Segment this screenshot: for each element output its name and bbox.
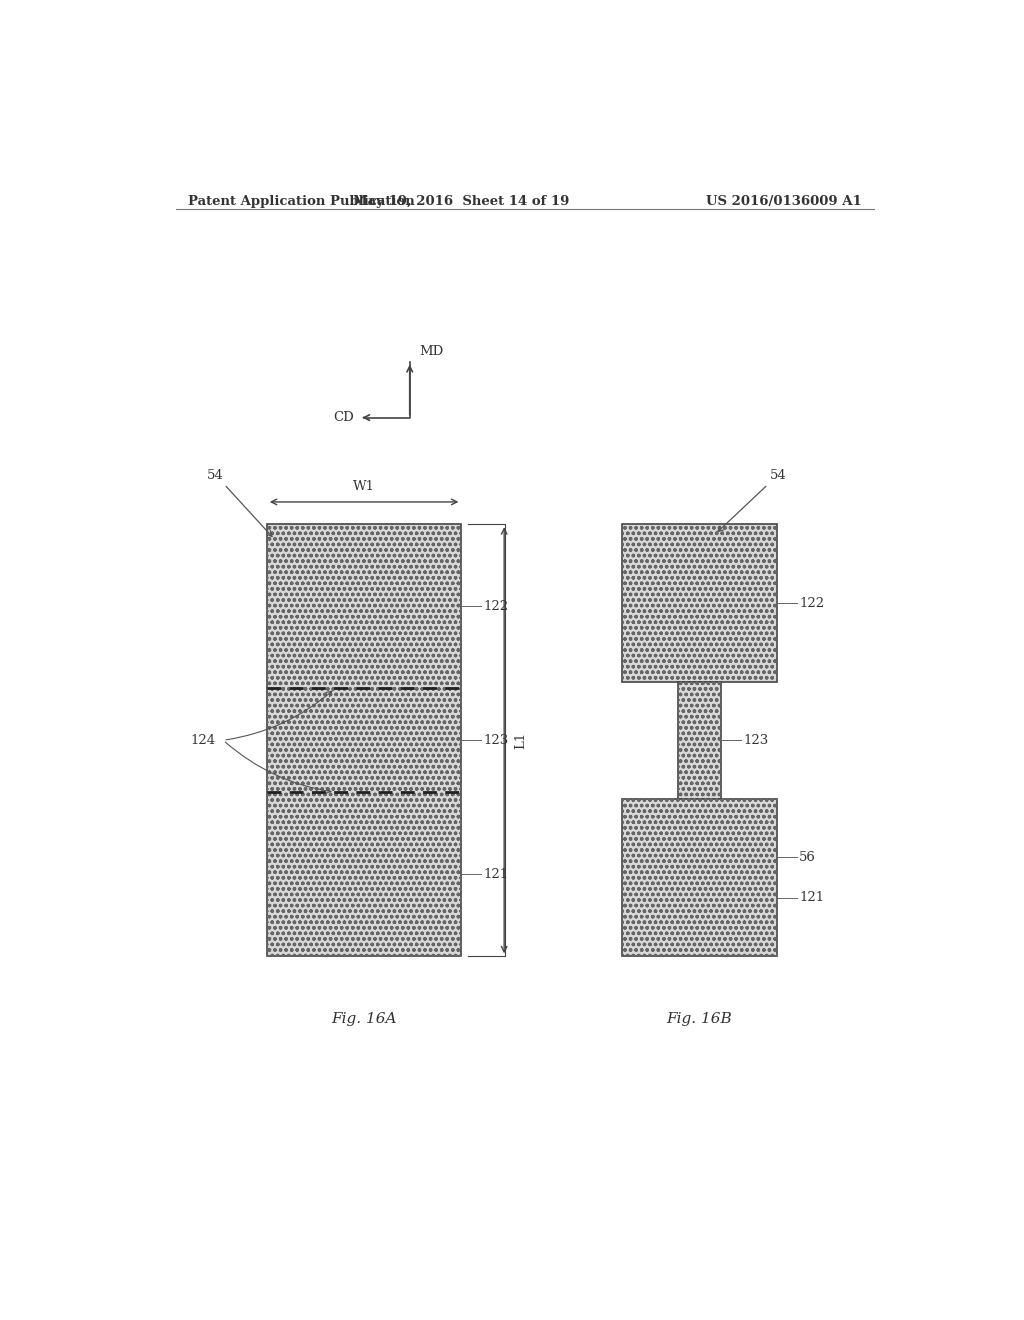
Text: May 19, 2016  Sheet 14 of 19: May 19, 2016 Sheet 14 of 19 <box>353 195 569 209</box>
Text: W1: W1 <box>353 479 375 492</box>
Text: 54: 54 <box>718 469 786 532</box>
Text: 54: 54 <box>207 469 272 536</box>
Text: Fig. 16A: Fig. 16A <box>332 1012 397 1026</box>
Text: 123: 123 <box>483 734 509 747</box>
Bar <box>622 799 777 956</box>
Text: MD: MD <box>419 345 443 358</box>
Text: US 2016/0136009 A1: US 2016/0136009 A1 <box>707 195 862 209</box>
Text: 122: 122 <box>483 599 509 612</box>
Text: 123: 123 <box>743 734 769 747</box>
Text: CD: CD <box>334 411 354 424</box>
Text: Patent Application Publication: Patent Application Publication <box>187 195 415 209</box>
Bar <box>622 524 777 682</box>
Bar <box>267 524 461 956</box>
Bar <box>267 524 461 956</box>
Text: 121: 121 <box>799 891 824 904</box>
Text: L1: L1 <box>514 731 527 748</box>
Bar <box>622 799 777 956</box>
Text: 121: 121 <box>483 867 509 880</box>
Text: Fig. 16B: Fig. 16B <box>667 1012 732 1026</box>
Bar <box>622 524 777 682</box>
Bar <box>678 682 721 799</box>
Text: 56: 56 <box>799 850 816 863</box>
Bar <box>678 682 721 799</box>
Text: 124: 124 <box>190 734 215 747</box>
Text: 122: 122 <box>799 597 824 610</box>
